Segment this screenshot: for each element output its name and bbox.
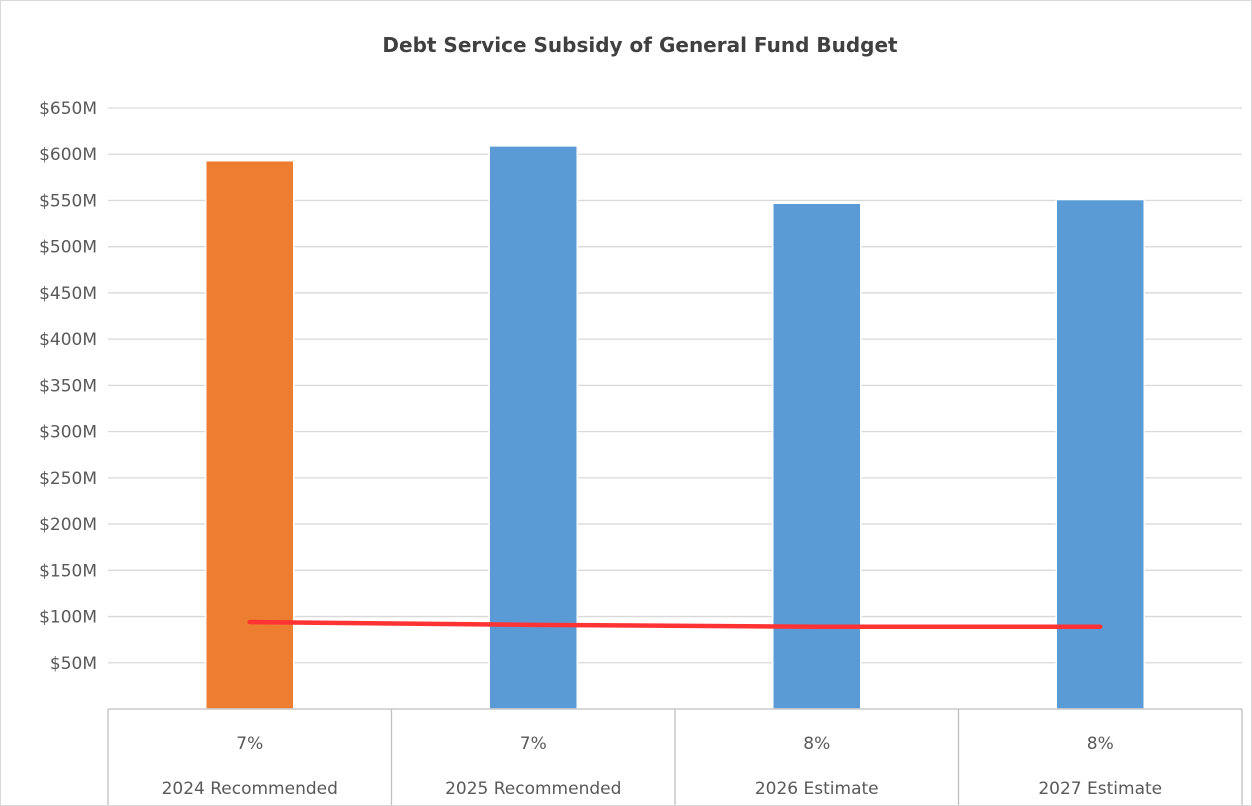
percent-label: 8% (803, 734, 830, 754)
y-tick-label: $600M (39, 145, 97, 165)
tick-layer: $50M $100M $150M $200M $250M $300M $350M $400M $… (39, 99, 97, 674)
y-tick-label: $300M (39, 423, 97, 443)
y-tick-label: $450M (39, 284, 97, 304)
y-tick-label: $400M (39, 330, 97, 350)
percent-label: 8% (1087, 734, 1114, 754)
category-label: 2027 Estimate (1038, 779, 1162, 799)
y-tick-label: $550M (39, 191, 97, 211)
percent-label: 7% (236, 734, 263, 754)
y-tick-label: $250M (39, 469, 97, 489)
bar-2024-recommended (205, 159, 295, 710)
line-series (247, 619, 1103, 629)
bar-2026-estimate (772, 202, 862, 710)
bar-2025-recommended (488, 145, 578, 710)
category-label: 2025 Recommended (445, 779, 621, 799)
grid-layer (108, 107, 1242, 664)
y-tick-label: $150M (39, 561, 97, 581)
y-tick-label: $350M (39, 376, 97, 396)
line-layer (247, 619, 1103, 629)
chart-title: Debt Service Subsidy of General Fund Bud… (382, 33, 898, 57)
category-label: 2026 Estimate (755, 779, 879, 799)
y-tick-label: $650M (39, 99, 97, 119)
y-tick-label: $50M (50, 654, 97, 674)
category-label: 2024 Recommended (162, 779, 338, 799)
y-tick-label: $100M (39, 608, 97, 628)
y-tick-label: $200M (39, 515, 97, 535)
category-table: 7% 2024 Recommended 7% 2025 Recommended 8% 20… (107, 708, 1243, 805)
bar-2027-estimate (1055, 198, 1145, 710)
y-tick-label: $500M (39, 238, 97, 258)
percent-label: 7% (520, 734, 547, 754)
